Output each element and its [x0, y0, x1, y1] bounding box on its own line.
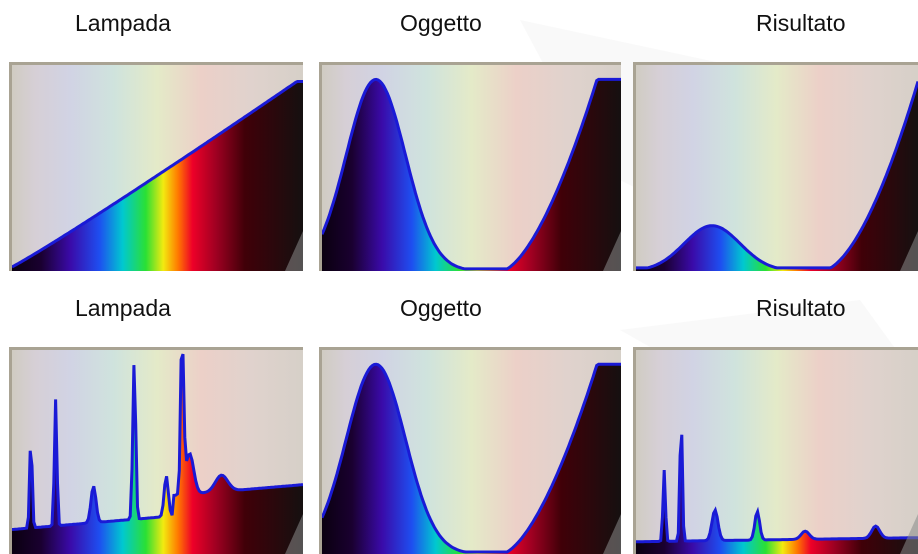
object-label-top: Oggetto	[400, 10, 482, 36]
result-label-bottom: Risultato	[756, 295, 846, 321]
lamp-spectrum-chart-lines	[12, 350, 303, 554]
corner-wedge	[603, 514, 621, 554]
object-spectrum-chart-top	[322, 65, 621, 271]
result-spectrum-chart-bottom	[636, 350, 918, 554]
spectrum-area	[636, 434, 918, 554]
corner-wedge	[285, 514, 303, 554]
object-label-bottom: Oggetto	[400, 295, 482, 321]
corner-wedge	[603, 231, 621, 271]
corner-wedge	[900, 514, 918, 554]
corner-wedge	[285, 231, 303, 271]
lamp-label-bottom: Lampada	[75, 295, 171, 321]
result-spectrum-chart-top	[636, 65, 918, 271]
spectrum-curve	[322, 362, 621, 554]
lamp-spectrum-panel-continuous	[9, 62, 303, 271]
corner-wedge	[900, 231, 918, 271]
spectrum-curve	[636, 81, 918, 270]
object-spectrum-panel-bottom	[319, 347, 621, 554]
object-spectrum-panel-top	[319, 62, 621, 271]
object-spectrum-chart-bottom	[322, 350, 621, 554]
spectrum-curve	[12, 353, 303, 531]
lamp-spectrum-chart-continuous	[12, 65, 303, 271]
spectrum-curve	[322, 77, 621, 271]
spectrum-curve	[636, 434, 918, 544]
spectrum-curve	[12, 80, 303, 269]
lamp-label-top: Lampada	[75, 10, 171, 36]
spectrum-area	[636, 81, 918, 271]
spectrum-area	[12, 354, 303, 554]
lamp-spectrum-panel-lines	[9, 347, 303, 554]
result-label-top: Risultato	[756, 10, 846, 36]
result-spectrum-panel-bottom	[633, 347, 918, 554]
result-spectrum-panel-top	[633, 62, 918, 271]
